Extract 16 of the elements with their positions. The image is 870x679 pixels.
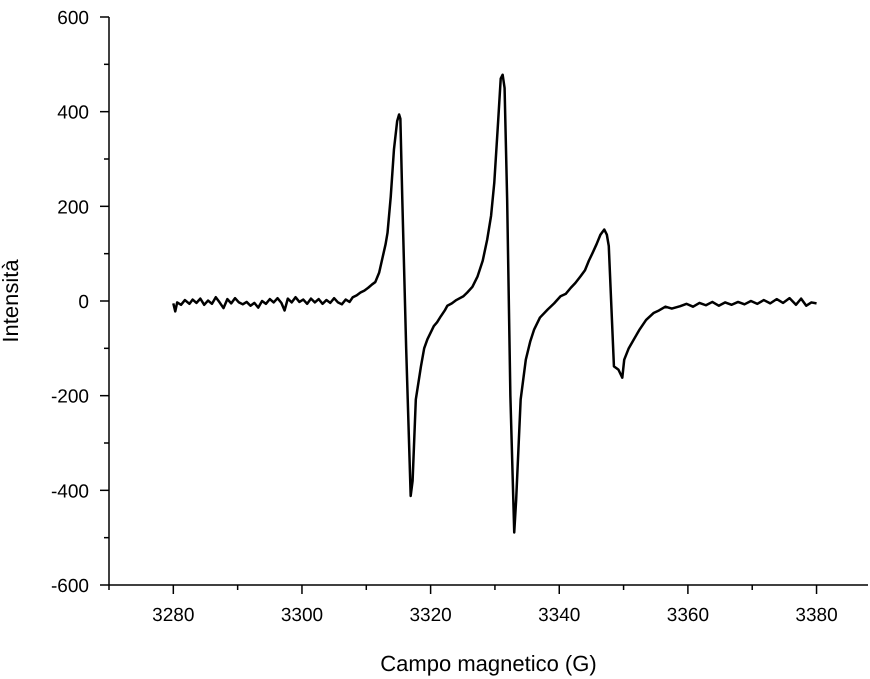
line-series — [172, 73, 818, 534]
x-tick-label: 3280 — [152, 605, 194, 626]
x-tick-label: 3380 — [795, 605, 838, 626]
x-tick-label: 3300 — [280, 605, 324, 626]
y-tick-label: 400 — [57, 102, 89, 124]
y-tick-label: -200 — [50, 386, 89, 408]
y-tick-label: 0 — [78, 292, 89, 313]
y-tick-label: 600 — [57, 8, 89, 29]
x-tick-label: 3360 — [666, 605, 710, 626]
x-tick-label: 3340 — [538, 605, 580, 626]
y-tick-label: 200 — [57, 197, 89, 218]
y-tick-label: -600 — [50, 576, 89, 597]
x-axis-title: Campo magnetico (G) — [380, 651, 597, 676]
y-tick-label: -400 — [50, 481, 89, 502]
x-tick-label: 3320 — [409, 605, 452, 626]
y-axis-title: Intensità — [0, 258, 23, 343]
